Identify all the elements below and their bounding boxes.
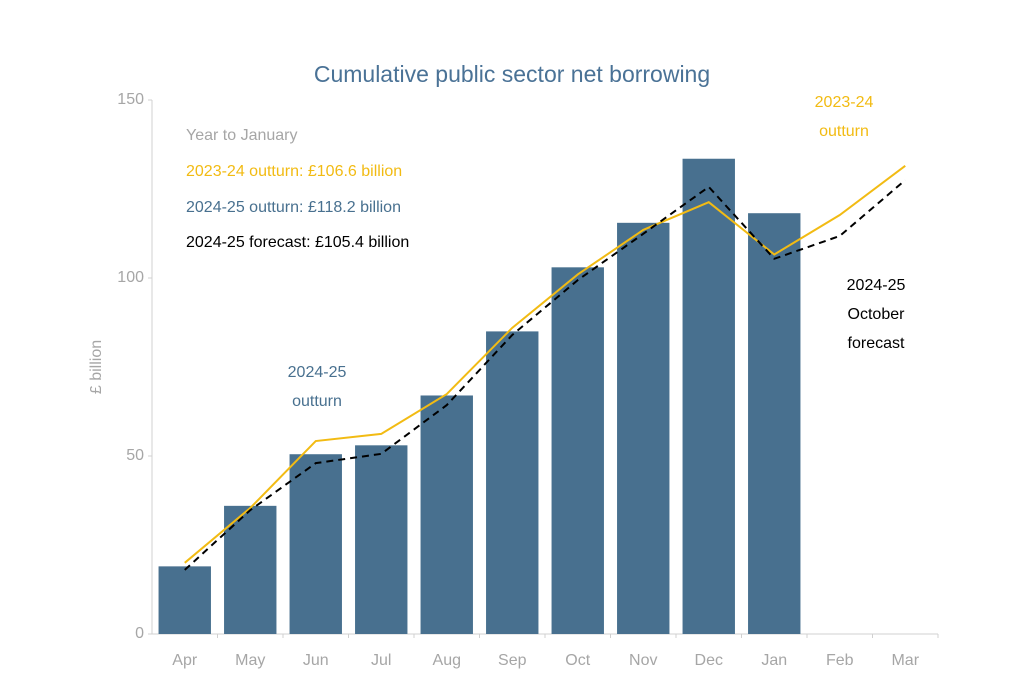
bar: [289, 454, 342, 634]
x-tick-label: Oct: [565, 652, 590, 669]
x-tick-label: Sep: [498, 652, 527, 669]
y-tick-label: 0: [135, 625, 144, 642]
annotation: 2024-25: [847, 277, 906, 294]
bar: [158, 566, 211, 634]
summary-text: 2024-25 forecast: £105.4 billion: [186, 234, 409, 251]
x-tick-label: May: [235, 652, 265, 669]
x-tick-label: Feb: [826, 652, 854, 669]
bar: [748, 213, 801, 634]
chart-title: Cumulative public sector net borrowing: [314, 61, 710, 87]
bar: [355, 445, 408, 634]
annotation: outturn: [292, 393, 342, 410]
bar: [486, 331, 539, 634]
y-axis-label: £ billion: [88, 340, 105, 394]
annotation: 2023-24: [815, 94, 874, 111]
y-tick-label: 50: [126, 447, 144, 464]
line: [184, 179, 906, 571]
bar: [224, 505, 277, 634]
x-tick-label: Aug: [433, 652, 461, 669]
x-tick-label: Nov: [629, 652, 657, 669]
x-tick-label: Jun: [303, 652, 329, 669]
summary-text: 2024-25 outturn: £118.2 billion: [186, 199, 401, 216]
x-tick-label: Jul: [371, 652, 391, 669]
bar: [617, 222, 670, 634]
summary-text: Year to January: [186, 127, 297, 144]
annotation: October: [848, 306, 906, 323]
x-tick-label: Apr: [172, 652, 198, 669]
summary-text: 2023-24 outturn: £106.6 billion: [186, 163, 402, 180]
y-tick-label: 100: [117, 269, 144, 286]
line: [184, 165, 906, 564]
bar: [682, 158, 735, 635]
annotation: forecast: [848, 335, 905, 352]
bar: [551, 267, 604, 634]
x-tick-label: Dec: [695, 652, 723, 669]
x-tick-label: Mar: [891, 652, 919, 669]
bar: [420, 395, 473, 634]
y-tick-label: 150: [117, 91, 144, 108]
annotation: 2024-25: [288, 364, 347, 381]
x-tick-label: Jan: [761, 652, 787, 669]
annotation: outturn: [819, 123, 869, 140]
